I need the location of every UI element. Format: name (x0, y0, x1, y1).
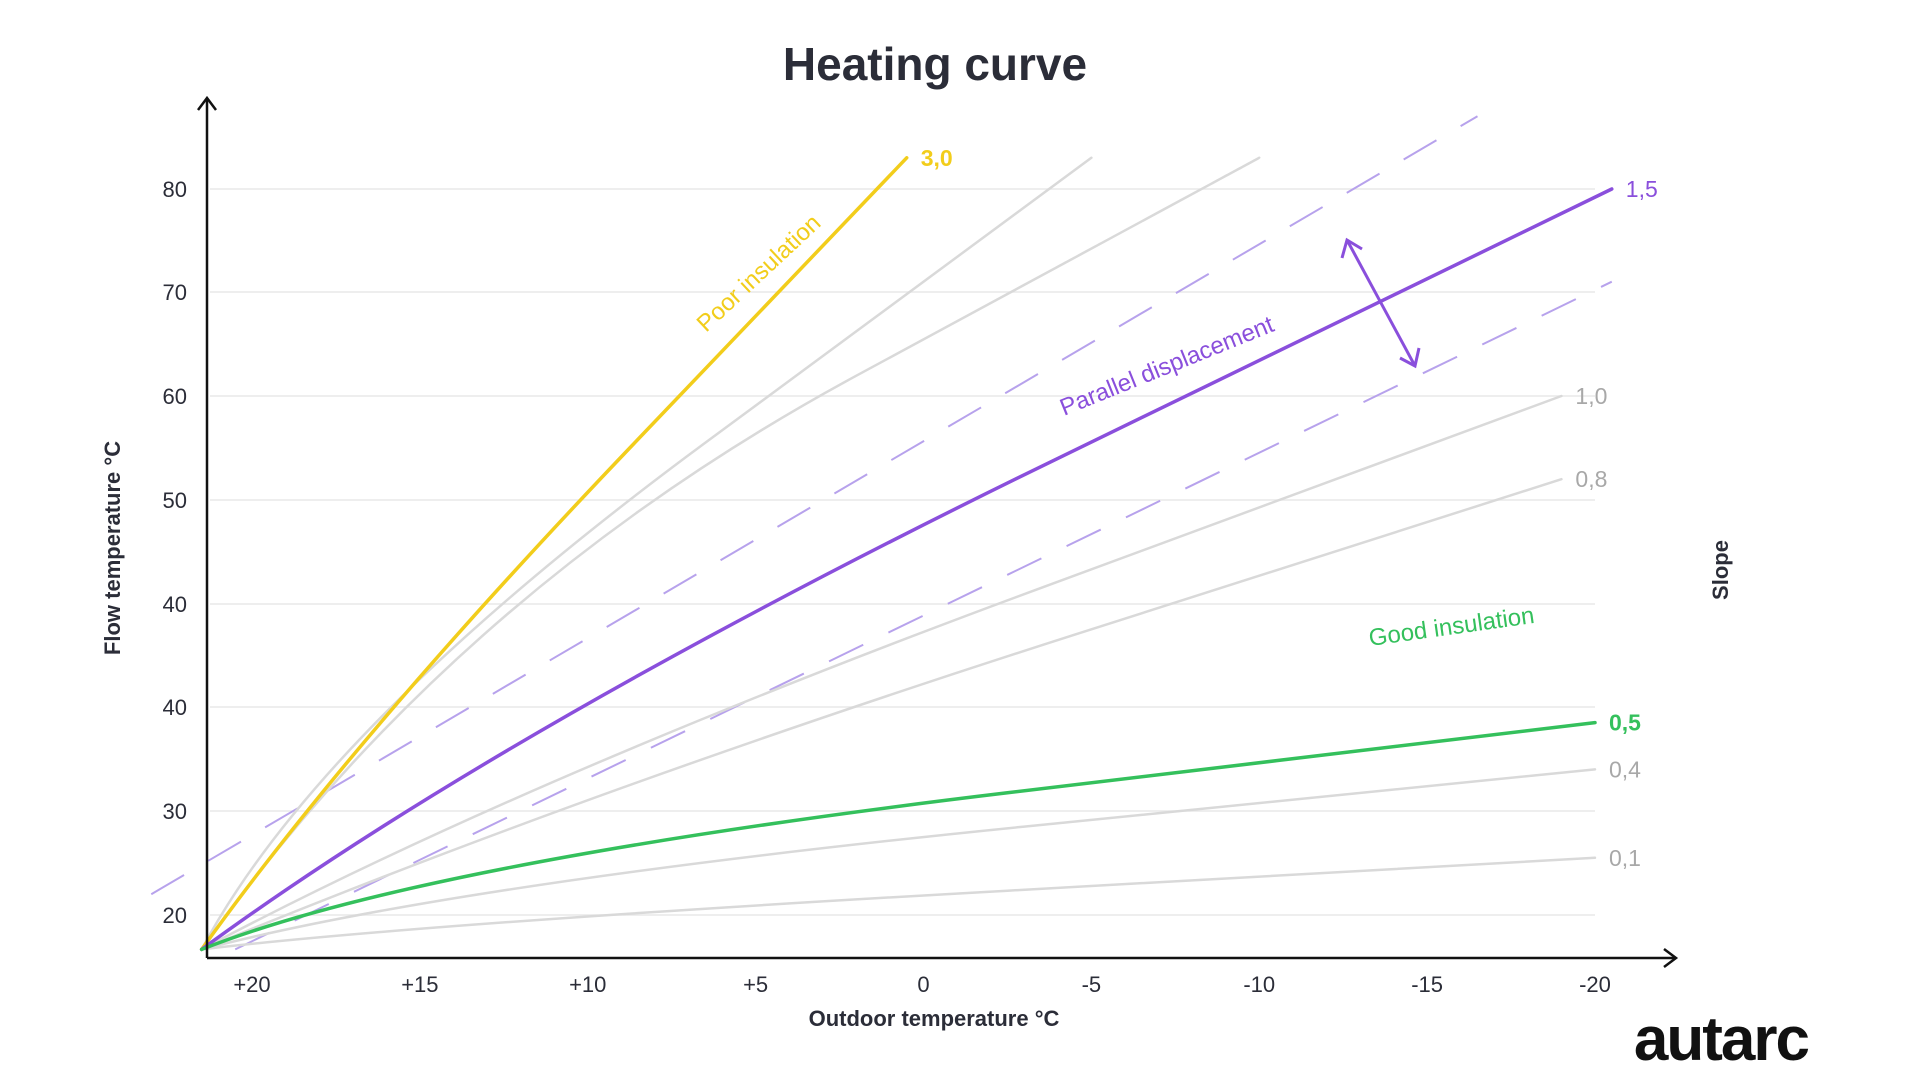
displacement-arrow-icon (1340, 237, 1421, 369)
annotation-poor-insulation: Poor insulation (692, 209, 827, 337)
x-tick-label: +5 (743, 972, 768, 997)
curve-default (200, 156, 1261, 951)
x-tick-label: 0 (917, 972, 929, 997)
series-label: 0,1 (1609, 845, 1641, 871)
dashed-line (150, 115, 1478, 896)
curve-default (200, 394, 1563, 951)
curve-default (200, 477, 1563, 951)
y-axis-arrow-icon (197, 95, 217, 111)
curve-poor (199, 156, 909, 952)
series-label: 0,4 (1609, 756, 1641, 782)
series-label: 0,8 (1575, 466, 1607, 492)
axes (197, 95, 1679, 968)
curve-default (200, 856, 1597, 951)
y-tick-label: 80 (163, 177, 187, 202)
curve-default (200, 768, 1597, 951)
grid (210, 188, 1595, 916)
x-tick-label: +15 (401, 972, 438, 997)
series-label: 0,5 (1609, 710, 1641, 736)
series-label: 1,0 (1575, 383, 1607, 409)
curves (199, 156, 1614, 952)
y-tick-label: 50 (163, 488, 187, 513)
series-label: 3,0 (921, 145, 953, 171)
y-tick-label: 70 (163, 280, 187, 305)
x-tick-label: -10 (1243, 972, 1275, 997)
x-tick-label: -20 (1579, 972, 1611, 997)
y-tick-label: 20 (163, 903, 187, 928)
annotation-good-insulation: Good insulation (1367, 602, 1536, 652)
x-axis-title: Outdoor temperature °C (809, 1006, 1060, 1031)
series-labels: 1,0 0,8 0,4 0,1 3,0 1,5 0,5 (921, 145, 1658, 871)
curve-main (199, 187, 1614, 952)
y-tick-label: 40 (163, 592, 187, 617)
slope-axis-title: Slope (1708, 540, 1733, 600)
series-label: 1,5 (1626, 176, 1658, 202)
curve-default (200, 156, 1093, 951)
y-axis-title: Flow temperature °C (100, 441, 125, 655)
dashed-line (234, 280, 1613, 951)
x-tick-label: +20 (233, 972, 270, 997)
dashed-displacement-lines (150, 115, 1613, 951)
y-tick-label: 60 (163, 384, 187, 409)
tick-labels: 20 30 40 40 50 60 70 80 +20 +15 +10 +5 0 -5 -10 -15 -20 (163, 177, 1611, 997)
chart-title: Heating curve (783, 38, 1087, 90)
y-tick-label: 40 (163, 695, 187, 720)
x-tick-label: -5 (1082, 972, 1102, 997)
y-tick-label: 30 (163, 799, 187, 824)
x-tick-label: +10 (569, 972, 606, 997)
x-axis-arrow-icon (1663, 948, 1679, 968)
x-tick-label: -15 (1411, 972, 1443, 997)
autarc-logo: autarc (1634, 1005, 1809, 1074)
curve-good (199, 720, 1597, 952)
